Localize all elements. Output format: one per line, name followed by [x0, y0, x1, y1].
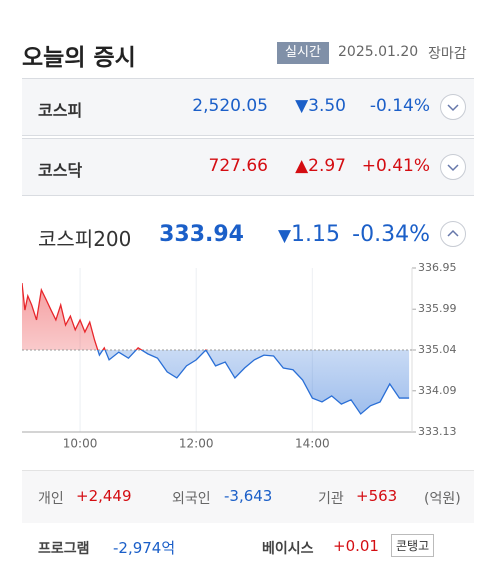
- expand-button[interactable]: [440, 154, 466, 180]
- investor-name: 기관: [318, 491, 344, 507]
- index-name: 코스닥: [38, 161, 83, 180]
- index-value: 2,520.05: [192, 96, 268, 116]
- index-row[interactable]: 코스피 2,520.05 ▼3.50 -0.14%: [22, 78, 474, 136]
- y-tick-label: 336.95: [418, 261, 457, 274]
- down-arrow: ▼: [295, 96, 309, 116]
- program-label: 프로그램: [38, 541, 90, 557]
- x-tick-label: 14:00: [295, 437, 330, 451]
- status: 장마감: [428, 46, 467, 62]
- basis-value: +0.01: [333, 537, 379, 555]
- y-tick-label: 333.13: [418, 425, 457, 438]
- investor-name: 개인: [38, 491, 64, 507]
- change-value: 3.50: [308, 96, 346, 116]
- index-value: 333.94: [159, 222, 244, 247]
- index-value: 727.66: [208, 156, 268, 176]
- index-name: 코스피200: [38, 227, 132, 251]
- index-change: ▲2.97: [295, 156, 346, 176]
- program-value: -2,974억: [113, 539, 176, 557]
- investor-value: -3,643: [224, 487, 273, 505]
- basis-button[interactable]: 콘탱고: [391, 534, 435, 557]
- change-value: 1.15: [291, 222, 340, 247]
- intraday-chart: 10:00 12:00 14:00 333.13 334.09 335.04 335.99 3…: [22, 261, 457, 451]
- expand-button[interactable]: [440, 94, 466, 120]
- investor-value: +2,449: [76, 487, 132, 505]
- investor-bar: 개인 +2,449 외국인 -3,643 기관 +563 (억원): [22, 470, 474, 523]
- index-row[interactable]: 코스닥 727.66 ▲2.97 +0.41%: [22, 138, 474, 196]
- investor-value: +563: [356, 487, 398, 505]
- title: 오늘의 증시: [22, 45, 136, 71]
- live-badge: 실시간: [277, 42, 329, 64]
- x-tick-label: 10:00: [63, 437, 98, 451]
- line-up: [22, 282, 207, 350]
- up-arrow: ▲: [295, 156, 309, 176]
- y-tick-label: 335.04: [418, 343, 457, 356]
- y-tick-label: 334.09: [418, 384, 457, 397]
- index-rate: -0.14%: [369, 96, 430, 116]
- y-tick-label: 335.99: [418, 302, 457, 315]
- investor-name: 외국인: [172, 491, 211, 507]
- unit: (억원): [424, 491, 461, 507]
- x-tick-label: 12:00: [179, 437, 214, 451]
- date: 2025.01.20: [338, 44, 419, 60]
- change-value: 2.97: [308, 156, 346, 176]
- line-down: [97, 350, 410, 415]
- down-arrow: ▼: [277, 226, 292, 246]
- collapse-button[interactable]: [440, 221, 466, 247]
- index-name: 코스피: [38, 101, 83, 120]
- index-rate: -0.34%: [352, 222, 430, 247]
- index-change: ▼3.50: [295, 96, 346, 116]
- index-rate: +0.41%: [361, 156, 430, 176]
- basis-label: 베이시스: [262, 541, 314, 557]
- area-up: [22, 283, 410, 350]
- index-change: ▼1.15: [278, 222, 340, 247]
